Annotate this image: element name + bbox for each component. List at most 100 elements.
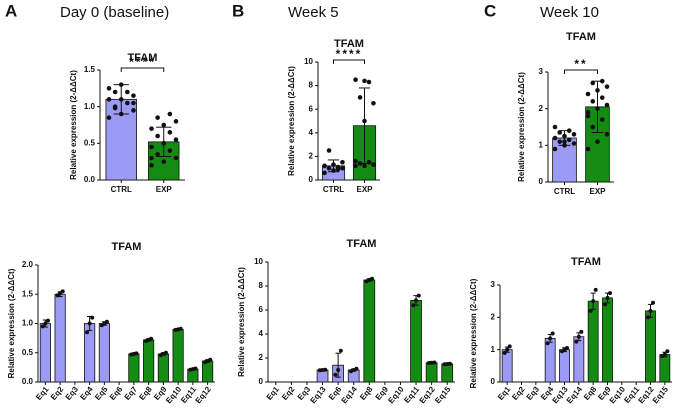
data-point	[354, 366, 359, 371]
data-point	[118, 97, 124, 102]
data-point	[574, 339, 579, 344]
x-tick-label: CTRL	[323, 185, 344, 194]
y-tick-label: 1.5	[22, 289, 34, 298]
y-tick-label: 6	[309, 104, 314, 113]
data-point	[353, 77, 358, 82]
significance-bracket	[333, 59, 365, 64]
x-tick-label: Eq3	[525, 384, 542, 401]
x-tick-label: Eq13	[309, 384, 329, 405]
data-point	[562, 139, 567, 144]
data-point	[125, 89, 130, 95]
data-point	[595, 139, 600, 144]
y-axis-label: Relative expression (2-ΔΔCt)	[469, 278, 478, 388]
x-tick-label: CTRL	[111, 185, 132, 194]
y-tick-label: 8	[259, 281, 264, 290]
y-tick-label: 1	[539, 140, 544, 149]
data-point	[599, 117, 605, 122]
bar	[143, 339, 155, 383]
y-tick-label: 2	[491, 312, 496, 321]
data-point	[507, 344, 512, 349]
y-axis-label: Relative expression (2-ΔΔCt)	[69, 70, 78, 180]
x-tick-label: Eq1	[265, 384, 282, 401]
bar	[39, 323, 51, 383]
data-point	[599, 78, 605, 84]
significance-label: ****	[336, 47, 363, 61]
x-tick-label: Eq15	[651, 384, 671, 405]
x-tick-label: EXP	[589, 187, 606, 196]
data-point	[585, 91, 591, 97]
data-point	[167, 130, 173, 135]
data-point	[595, 88, 600, 93]
significance-label: ****	[129, 55, 156, 69]
y-tick-label: 6	[259, 305, 264, 314]
y-tick-label: 1.0	[22, 319, 34, 328]
y-tick-label: 10	[254, 257, 263, 266]
y-tick-label: 2	[539, 104, 544, 113]
y-tick-label: 0.0	[84, 175, 96, 184]
y-tick-label: 1	[491, 345, 496, 354]
data-point	[432, 360, 437, 365]
panel-letter: A	[5, 1, 17, 20]
data-point	[90, 315, 95, 320]
x-tick-label: Eq1	[34, 384, 51, 401]
bar	[363, 279, 376, 383]
data-point	[588, 308, 593, 313]
data-point	[336, 368, 341, 372]
data-point	[562, 143, 567, 148]
data-point	[552, 124, 558, 130]
y-tick-label: 8	[309, 81, 314, 90]
data-point	[366, 79, 372, 85]
data-point	[326, 148, 332, 153]
bar	[202, 360, 214, 383]
bar	[98, 323, 110, 383]
data-point	[149, 144, 154, 150]
x-tick-label: Eq14	[565, 384, 585, 405]
chart-title: TFAM	[347, 238, 377, 250]
x-tick-label: Eq12	[194, 384, 214, 405]
significance-bracket	[120, 67, 165, 72]
bar	[172, 328, 184, 383]
data-point	[552, 135, 558, 141]
bar	[559, 349, 570, 383]
data-point	[178, 326, 183, 331]
y-tick-label: 3	[491, 280, 496, 289]
data-point	[161, 159, 167, 164]
data-point	[118, 82, 124, 87]
data-point	[602, 302, 607, 307]
data-point	[331, 168, 336, 173]
chart-title: TFAM	[571, 256, 601, 268]
x-tick-label: Eq2	[510, 384, 527, 401]
x-tick-label: Eq5	[93, 384, 110, 401]
data-point	[371, 101, 376, 106]
data-point	[370, 276, 375, 281]
data-point	[648, 308, 653, 313]
y-axis-label: Relative expression (2-ΔΔCt)	[237, 267, 246, 377]
bar	[425, 362, 438, 383]
x-tick-label: Eq8	[137, 384, 154, 401]
x-tick-label: Eq8	[358, 384, 375, 401]
data-point	[651, 300, 656, 305]
bar	[157, 353, 169, 383]
data-point	[131, 108, 136, 113]
data-point	[608, 291, 613, 296]
chart-title: TFAM	[334, 38, 364, 50]
x-tick-label: CTRL	[554, 187, 575, 196]
data-point	[155, 133, 160, 139]
y-tick-label: 1.5	[84, 65, 96, 74]
data-point	[362, 78, 367, 84]
data-point	[579, 329, 584, 334]
panel-heading: Week 10	[540, 4, 599, 21]
y-tick-label: 2.0	[22, 260, 34, 269]
data-point	[112, 105, 118, 111]
data-point	[208, 357, 213, 362]
y-tick-label: 2	[259, 353, 264, 362]
data-point	[149, 336, 154, 341]
data-point	[322, 170, 327, 176]
data-point	[571, 132, 577, 137]
data-point	[323, 367, 328, 372]
significance-bracket	[564, 69, 598, 74]
data-point	[590, 99, 596, 104]
x-tick-label: Eq1	[496, 384, 513, 401]
data-point	[60, 289, 65, 294]
data-point	[447, 361, 452, 366]
